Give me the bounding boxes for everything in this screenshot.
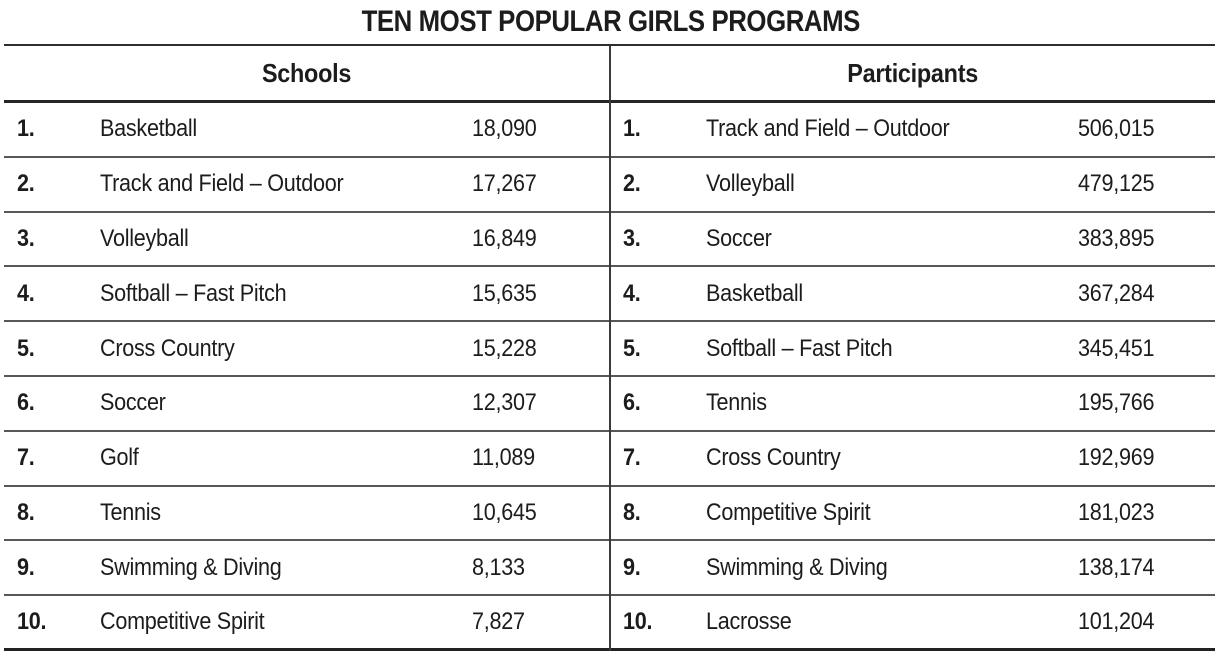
rank-label: 6. [17,389,35,417]
table-row: 4. Basketball 367,284 [609,267,1215,323]
program-name: Cross Country [705,444,841,472]
school-count: 12,307 [472,389,537,417]
column-header-participants: Participants [610,46,1216,100]
column-header-schools: Schools [4,46,610,100]
table-row: 2. Track and Field – Outdoor 17,267 [4,158,610,213]
program-name: Soccer [100,389,166,417]
rank-label: 7. [17,444,35,472]
program-name: Lacrosse [705,608,792,636]
column-header-participants-label: Participants [846,57,978,88]
column-header-schools-label: Schools [262,57,352,88]
participant-count: 383,895 [1077,224,1154,252]
table-row: 9. Swimming & Diving 138,174 [609,541,1215,597]
program-name: Competitive Spirit [100,608,265,636]
table-row: 1. Track and Field – Outdoor 506,015 [609,103,1215,158]
program-name: Track and Field – Outdoor [100,170,344,198]
table-row: 3. Volleyball 16,849 [4,213,610,268]
program-name: Volleyball [705,170,795,198]
school-count: 8,133 [472,553,525,581]
table-body: 1. Basketball 18,090 2. Track and Field … [4,103,1215,651]
rank-label: 4. [17,279,35,307]
program-name: Soccer [705,224,772,252]
rank-label: 4. [622,279,641,307]
table-row: 2. Volleyball 479,125 [609,158,1215,213]
rank-label: 2. [622,170,641,198]
program-name: Tennis [100,498,161,526]
participant-count: 345,451 [1077,334,1154,362]
program-name: Cross Country [100,334,235,362]
schools-column: 1. Basketball 18,090 2. Track and Field … [4,103,610,651]
school-count: 15,228 [472,334,537,362]
table-row: 10. Competitive Spirit 7,827 [4,596,610,651]
program-name: Basketball [705,279,803,307]
participant-count: 138,174 [1077,553,1154,581]
rank-label: 10. [622,608,652,636]
table-row: 4. Softball – Fast Pitch 15,635 [4,267,610,323]
program-name: Softball – Fast Pitch [100,279,287,307]
school-count: 15,635 [472,279,537,307]
table-row: 1. Basketball 18,090 [4,103,610,158]
rank-label: 8. [17,498,35,526]
rank-label: 7. [622,444,641,472]
program-name: Basketball [100,115,197,143]
rank-label: 8. [622,498,641,526]
title-bar: TEN MOST POPULAR GIRLS PROGRAMS [0,0,1222,44]
column-divider [608,46,611,651]
rank-label: 6. [622,389,641,417]
participant-count: 181,023 [1077,498,1154,526]
rank-label: 2. [17,170,35,198]
rank-label: 3. [622,224,641,252]
table-row: 8. Competitive Spirit 181,023 [609,487,1215,542]
table-row: 5. Softball – Fast Pitch 345,451 [609,322,1215,377]
school-count: 7,827 [472,608,525,636]
participant-count: 479,125 [1077,170,1154,198]
school-count: 16,849 [472,224,537,252]
participant-count: 506,015 [1077,115,1154,143]
program-name: Softball – Fast Pitch [705,334,893,362]
table-row: 6. Tennis 195,766 [609,377,1215,432]
program-name: Track and Field – Outdoor [705,115,950,143]
table-row: 7. Golf 11,089 [4,432,610,487]
participant-count: 195,766 [1077,389,1154,417]
popularity-table: Schools Participants 1. Basketball 18,09… [4,44,1215,651]
page-title: TEN MOST POPULAR GIRLS PROGRAMS [361,5,861,38]
school-count: 17,267 [472,170,537,198]
participant-count: 101,204 [1077,608,1154,636]
program-name: Competitive Spirit [705,498,871,526]
school-count: 10,645 [472,498,537,526]
table-row: 10. Lacrosse 101,204 [609,596,1215,651]
program-name: Volleyball [100,224,189,252]
participant-count: 367,284 [1077,279,1154,307]
rank-label: 1. [622,115,641,143]
rank-label: 9. [622,553,641,581]
participant-count: 192,969 [1077,444,1154,472]
school-count: 18,090 [472,115,537,143]
rank-label: 10. [17,608,47,636]
rank-label: 3. [17,224,35,252]
program-name: Swimming & Diving [100,553,282,581]
program-name: Tennis [705,389,767,417]
rank-label: 5. [622,334,641,362]
program-name: Swimming & Diving [705,553,888,581]
table-row: 8. Tennis 10,645 [4,487,610,542]
table-row: 9. Swimming & Diving 8,133 [4,541,610,597]
table-row: 6. Soccer 12,307 [4,377,610,432]
school-count: 11,089 [472,444,535,472]
table-row: 7. Cross Country 192,969 [609,432,1215,487]
rank-label: 9. [17,553,35,581]
table-row: 5. Cross Country 15,228 [4,322,610,377]
program-name: Golf [100,444,139,472]
rank-label: 1. [17,115,35,143]
rank-label: 5. [17,334,35,362]
table-row: 3. Soccer 383,895 [609,213,1215,268]
participants-column: 1. Track and Field – Outdoor 506,015 2. … [609,103,1215,651]
